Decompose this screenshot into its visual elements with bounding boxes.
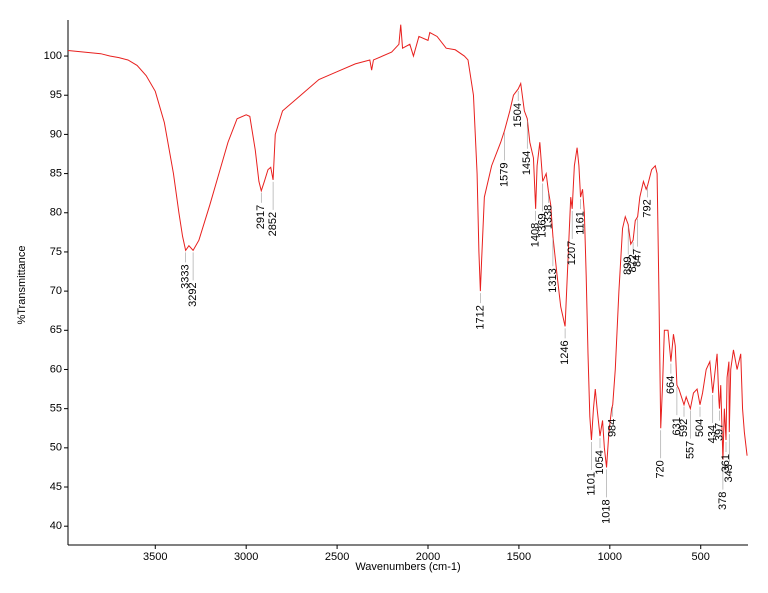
peak-label: 3333 [180, 264, 192, 288]
y-tick-label: 95 [50, 89, 62, 101]
peak-label: 1369 [537, 213, 549, 237]
y-tick-label: 45 [50, 481, 62, 493]
peak-label: 664 [665, 376, 677, 394]
y-tick-label: 60 [50, 363, 62, 375]
y-tick-label: 80 [50, 207, 62, 219]
y-tick-label: 90 [50, 128, 62, 140]
peak-label: 720 [655, 460, 667, 478]
x-axis-label: Wavenumbers (cm-1) [355, 561, 460, 573]
peak-label: 2852 [267, 212, 279, 236]
peak-label: 872 [627, 254, 639, 272]
peak-label: 847 [632, 249, 644, 267]
peak-label: 504 [694, 419, 706, 437]
peak-label: 378 [717, 492, 729, 510]
y-tick-label: 65 [50, 324, 62, 336]
x-tick-label: 500 [692, 551, 710, 563]
x-tick-label: 3500 [143, 551, 167, 563]
peak-label: 592 [678, 419, 690, 437]
y-tick-label: 85 [50, 167, 62, 179]
x-tick-label: 2000 [416, 551, 440, 563]
peak-label: 1018 [600, 499, 612, 523]
y-axis-label: %Transmittance [16, 245, 28, 324]
x-tick-label: 2500 [325, 551, 349, 563]
peak-label: 1454 [521, 151, 533, 175]
y-tick-label: 70 [50, 285, 62, 297]
peak-label: 3292 [187, 282, 199, 306]
peak-label: 1246 [559, 340, 571, 364]
y-tick-label: 50 [50, 442, 62, 454]
peak-label: 1579 [498, 163, 510, 187]
y-tick-label: 100 [44, 50, 62, 62]
x-tick-label: 1500 [507, 551, 531, 563]
peak-label: 1338 [542, 205, 554, 229]
peak-label: 1054 [594, 450, 606, 474]
peak-label: 361 [720, 454, 732, 472]
y-tick-label: 55 [50, 403, 62, 415]
peak-label: 1504 [512, 103, 524, 127]
peak-label: 1207 [566, 241, 578, 265]
peak-label: 2917 [255, 205, 267, 229]
peak-label: 434 [707, 425, 719, 443]
peak-label: 1101 [585, 472, 597, 496]
peak-label: 557 [684, 441, 696, 459]
peak-label: 631 [671, 417, 683, 435]
peak-label: 1408 [530, 223, 542, 247]
y-tick-label: 40 [50, 520, 62, 532]
peak-label: 343 [723, 464, 735, 482]
peak-label: 397 [713, 423, 725, 441]
peak-label: 1712 [474, 305, 486, 329]
peak-label: 984 [607, 419, 619, 437]
peak-label: 1161 [574, 211, 586, 235]
x-tick-label: 3000 [234, 551, 258, 563]
peak-label: 792 [642, 199, 654, 217]
peak-label: 1313 [547, 268, 559, 292]
peak-label: 899 [622, 257, 634, 275]
spectrum-line [67, 24, 748, 468]
x-tick-label: 1000 [598, 551, 622, 563]
y-tick-label: 75 [50, 246, 62, 258]
